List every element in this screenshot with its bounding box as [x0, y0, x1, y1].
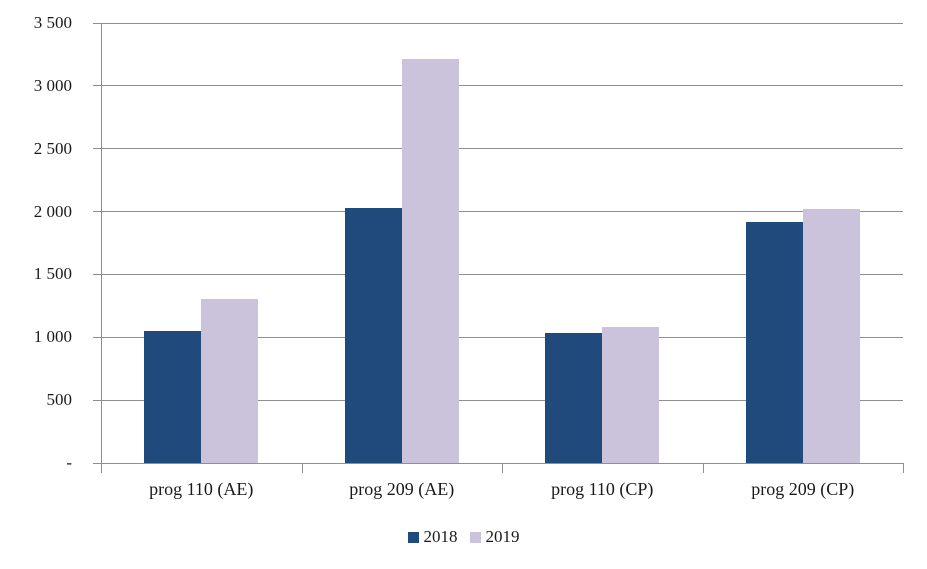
x-axis-tick — [502, 463, 503, 473]
gridline — [93, 211, 903, 213]
y-axis-tick-label: 2 500 — [33, 138, 72, 158]
bar-2019-2 — [401, 59, 459, 463]
category-label: prog 110 (AE) — [149, 479, 254, 499]
y-axis-tick-label: 2 000 — [33, 201, 72, 221]
legend-item-2018: 2018 — [407, 527, 458, 547]
y-axis-tick-label: 1 500 — [33, 264, 72, 284]
gridline — [93, 148, 903, 150]
y-axis-tick-label: 3 000 — [33, 75, 72, 95]
legend: 2018 2019 — [0, 527, 927, 547]
x-axis-tick — [903, 463, 904, 473]
y-axis-tick-label: 3 500 — [33, 13, 72, 32]
legend-label: 2018 — [423, 527, 458, 546]
bar-2019-4 — [802, 209, 860, 463]
bar-2019-1 — [201, 298, 259, 463]
bar-2018-3 — [545, 332, 603, 463]
y-axis-tick-label: - — [66, 453, 72, 472]
bar-2018-2 — [344, 208, 402, 463]
gridline — [93, 273, 903, 275]
legend-swatch-icon — [469, 531, 481, 543]
legend-label: 2019 — [485, 527, 520, 546]
y-axis-line — [101, 23, 102, 473]
x-axis-tick — [301, 463, 303, 473]
bar-2018-1 — [144, 331, 202, 463]
category-label: prog 209 (AE) — [349, 479, 455, 499]
x-axis-tick — [702, 463, 704, 473]
gridline — [93, 399, 903, 401]
category-label: prog 110 (CP) — [551, 479, 654, 499]
legend-swatch-icon — [407, 531, 419, 543]
x-axis-tick — [101, 463, 102, 473]
legend-item-2019: 2019 — [469, 527, 520, 547]
gridline — [93, 22, 903, 24]
y-axis-tick-label: 1 000 — [33, 327, 72, 347]
gridline — [93, 336, 903, 338]
x-axis-line — [93, 462, 903, 464]
gridline — [93, 85, 903, 87]
y-axis-tick-label: 500 — [46, 390, 73, 410]
bar-2019-3 — [602, 327, 660, 463]
bar-2018-4 — [745, 221, 803, 463]
category-label: prog 209 (CP) — [751, 479, 855, 499]
